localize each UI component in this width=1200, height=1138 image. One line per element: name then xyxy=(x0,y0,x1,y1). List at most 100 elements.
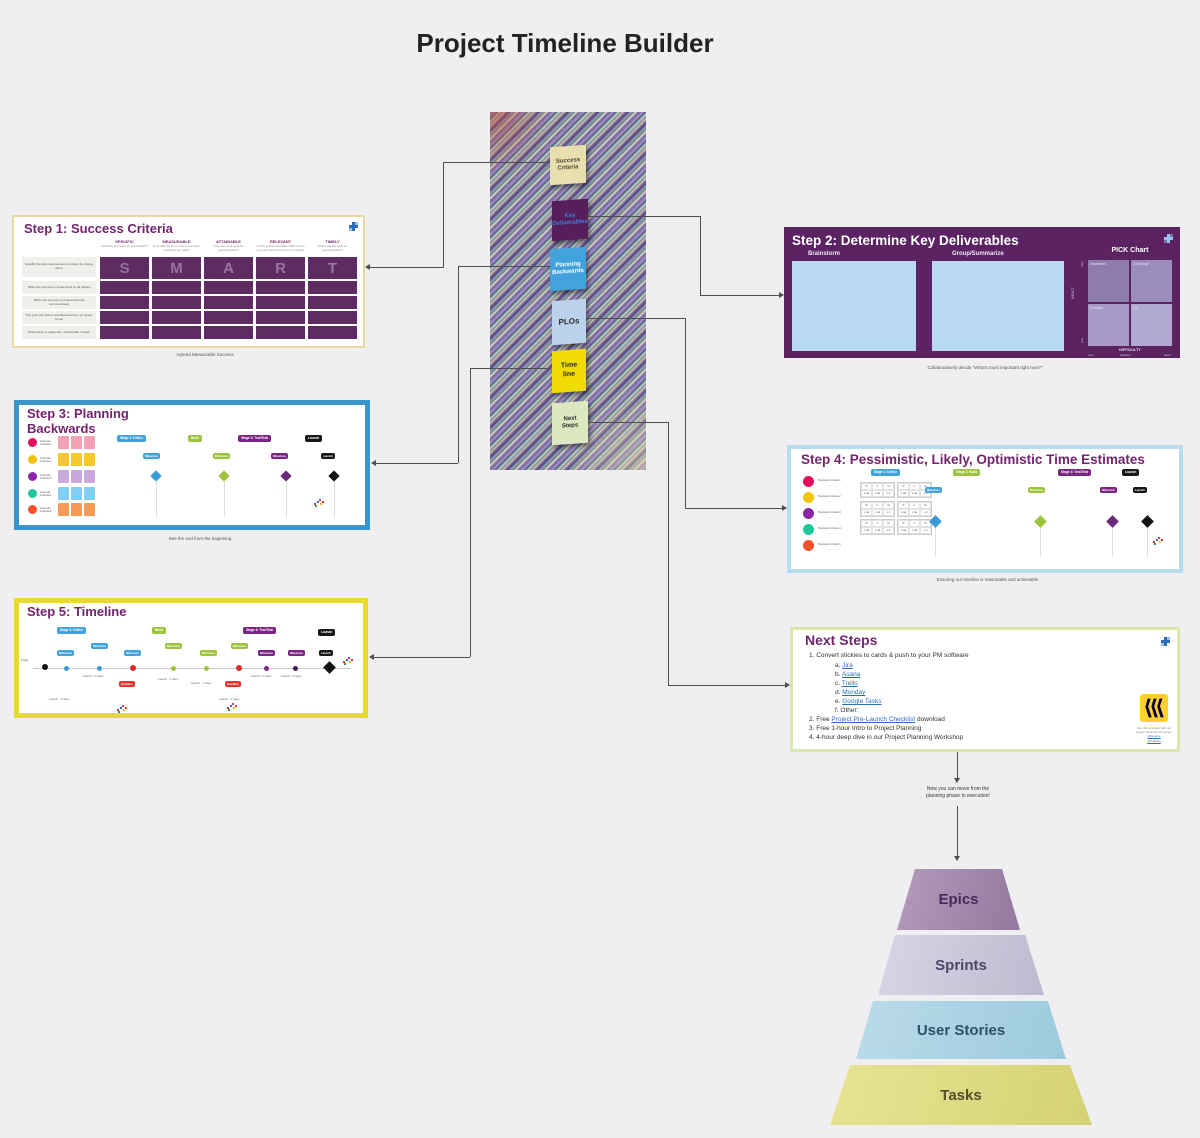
mini-sticky[interactable] xyxy=(58,487,69,500)
timeline-dot-deadline[interactable] xyxy=(236,665,242,671)
criteria-dot-3[interactable] xyxy=(803,508,814,519)
milestone-diamond[interactable] xyxy=(1141,515,1154,528)
stage-pill[interactable]: Stage 1: Define xyxy=(871,469,901,477)
sticky-note-success-criteria[interactable]: Success Criteria xyxy=(550,144,586,186)
stage-pill[interactable]: Build xyxy=(188,435,202,443)
template-icon[interactable] xyxy=(352,225,355,228)
mini-sticky[interactable] xyxy=(58,503,69,516)
milestone-pill[interactable]: Milestone xyxy=(1028,487,1045,493)
milestone-pill[interactable]: Milestone xyxy=(143,453,160,459)
milestone-diamond[interactable] xyxy=(218,470,230,482)
mini-sticky[interactable] xyxy=(71,470,82,483)
mini-sticky[interactable] xyxy=(71,487,82,500)
timeline-dot[interactable] xyxy=(97,666,102,671)
mini-sticky[interactable] xyxy=(71,453,82,466)
milestone-pill[interactable]: Milestone xyxy=(165,643,182,649)
milestone-diamond[interactable] xyxy=(150,470,162,482)
mini-sticky[interactable] xyxy=(58,453,69,466)
pyramid-layer-tasks[interactable]: Tasks xyxy=(830,1065,1092,1125)
panel-step3-planning-backwards[interactable]: Step 3: Planning Backwards Success Crite… xyxy=(14,400,370,530)
criteria-dot-4[interactable] xyxy=(803,524,814,535)
timeline-dot[interactable] xyxy=(64,666,69,671)
sticky-note-key-deliverables[interactable]: Key Deliverables xyxy=(552,198,588,242)
launch-diamond[interactable] xyxy=(323,661,336,674)
miroverse-link[interactable]: Miroverse xyxy=(1147,734,1161,739)
milestone-pill[interactable]: Milestone xyxy=(200,650,217,656)
sticky-note-next-steps[interactable]: Next Steps xyxy=(552,400,588,446)
templates-link[interactable]: Templates xyxy=(1147,738,1161,743)
sticky-note-plos[interactable]: PLOs xyxy=(552,298,586,346)
milestone-pill[interactable]: Milestone xyxy=(57,650,74,656)
milestone-diamond[interactable] xyxy=(1106,515,1119,528)
stage-pill[interactable]: Stage 2: Build xyxy=(953,469,981,477)
mini-sticky[interactable] xyxy=(84,503,95,516)
stage-pill[interactable]: Launch xyxy=(1122,469,1140,477)
milestone-diamond[interactable] xyxy=(328,470,340,482)
mini-sticky[interactable] xyxy=(71,436,82,449)
pyramid-layer-user-stories[interactable]: User Stories xyxy=(856,1001,1066,1059)
group-summarize-area[interactable] xyxy=(932,261,1064,351)
milestone-pill[interactable]: Milestone xyxy=(271,453,288,459)
step1-row-label[interactable]: Simplify the Approval process & reduce t… xyxy=(22,257,96,277)
mini-sticky[interactable] xyxy=(84,487,95,500)
step1-row-label[interactable]: When the process is understood and commu… xyxy=(22,296,96,309)
mini-sticky[interactable] xyxy=(84,453,95,466)
pick-quadrant-kill[interactable]: Kill xyxy=(1131,304,1172,346)
timeline-dot[interactable] xyxy=(171,666,176,671)
trello-link[interactable]: Trello xyxy=(841,680,858,687)
milestone-pill[interactable]: Milestone xyxy=(91,643,108,649)
stage-pill[interactable]: Stage 1: Define xyxy=(117,435,147,443)
pyramid-layer-epics[interactable]: Epics xyxy=(897,869,1020,930)
stage-pill[interactable]: Launch xyxy=(305,435,323,443)
today-dot[interactable] xyxy=(42,664,48,670)
milestone-pill[interactable]: Milestone xyxy=(288,650,305,656)
criteria-dot-5[interactable] xyxy=(803,540,814,551)
panel-step4-time-estimates[interactable]: Step 4: Pessimistic, Likely, Optimistic … xyxy=(787,445,1183,573)
timeline-dot[interactable] xyxy=(293,666,298,671)
stage-pill[interactable]: Stage 3: Test/Trial xyxy=(1058,469,1092,477)
stage-pill[interactable]: Launch xyxy=(318,629,336,637)
timeline-dot[interactable] xyxy=(204,666,209,671)
mini-sticky[interactable] xyxy=(84,470,95,483)
deadline-pill[interactable]: Deadline xyxy=(119,681,135,687)
panel-step2-key-deliverables[interactable]: Step 2: Determine Key Deliverables Brain… xyxy=(784,227,1180,358)
prelaunch-checklist-link[interactable]: Project Pre-Launch Checklist xyxy=(831,716,916,723)
milestone-pill[interactable]: Milestone xyxy=(213,453,230,459)
stage-pill[interactable]: Stage 3: Test/Trial xyxy=(238,435,272,443)
mini-sticky[interactable] xyxy=(84,436,95,449)
criteria-dot-2[interactable] xyxy=(28,455,37,464)
criteria-dot-1[interactable] xyxy=(803,476,814,487)
milestone-pill[interactable]: Milestone xyxy=(1100,487,1117,493)
monday-link[interactable]: Monday xyxy=(842,689,866,696)
step1-row-label[interactable]: The goal will reduce workload and free u… xyxy=(22,311,96,324)
launch-pill[interactable]: Launch xyxy=(1133,487,1147,493)
google-tasks-link[interactable]: Google Tasks xyxy=(842,698,882,705)
step1-row-label[interactable]: Depending on approvals, should take 4 we… xyxy=(22,326,96,339)
miro-logo[interactable] xyxy=(1140,694,1168,722)
milestone-pill[interactable]: Milestone xyxy=(925,487,942,493)
panel-step5-timeline[interactable]: Step 5: Timeline Stage 1: Define Build S… xyxy=(14,598,368,718)
timeline-dot[interactable] xyxy=(264,666,269,671)
criteria-dot-3[interactable] xyxy=(28,472,37,481)
stage-pill[interactable]: Stage 1: Define xyxy=(57,627,87,635)
milestone-diamond[interactable] xyxy=(280,470,292,482)
sticky-note-timeline[interactable]: Time line xyxy=(552,348,586,394)
launch-pill[interactable]: Launch xyxy=(319,650,333,656)
template-icon[interactable] xyxy=(1167,237,1170,240)
deadline-pill[interactable]: Deadline xyxy=(225,681,241,687)
stage-pill[interactable]: Stage 3: Test/Trial xyxy=(243,627,277,635)
brainstorm-area[interactable] xyxy=(792,261,916,351)
panel-next-steps[interactable]: Next Steps 1. Convert stickies to cards … xyxy=(790,627,1180,752)
milestone-pill[interactable]: Milestone xyxy=(231,643,248,649)
mini-sticky[interactable] xyxy=(71,503,82,516)
milestone-diamond[interactable] xyxy=(1034,515,1047,528)
criteria-dot-2[interactable] xyxy=(803,492,814,503)
criteria-dot-1[interactable] xyxy=(28,438,37,447)
panel-step1-success-criteria[interactable]: Step 1: Success Criteria Simplify the Ap… xyxy=(12,215,365,348)
pyramid-layer-sprints[interactable]: Sprints xyxy=(878,935,1044,995)
